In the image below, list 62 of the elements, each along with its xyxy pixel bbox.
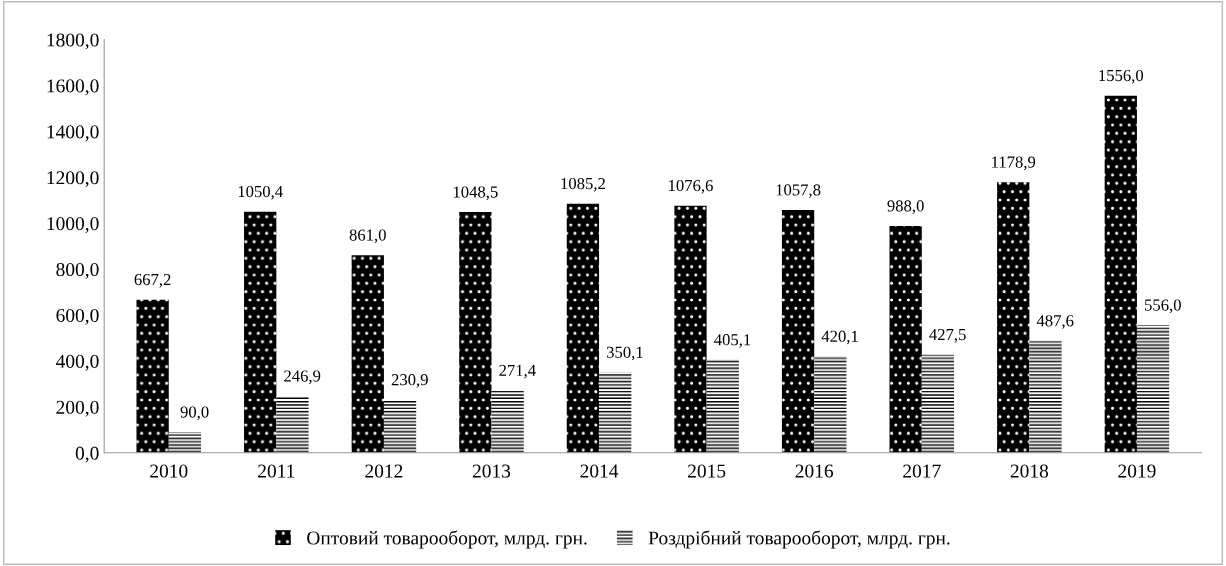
y-tick-label: 600,0 bbox=[56, 308, 99, 325]
data-label: 861,0 bbox=[349, 229, 386, 244]
data-label: 667,2 bbox=[134, 273, 171, 288]
data-label: 1085,2 bbox=[561, 177, 605, 192]
y-tick-label: 1400,0 bbox=[47, 125, 99, 142]
data-label: 1076,6 bbox=[669, 179, 713, 194]
bar bbox=[599, 372, 632, 453]
bar bbox=[1104, 95, 1137, 453]
data-label: 405,1 bbox=[714, 334, 751, 348]
bar bbox=[136, 299, 169, 453]
bar bbox=[674, 205, 707, 453]
x-tick-label: 2019 bbox=[1118, 464, 1156, 478]
bar bbox=[706, 359, 739, 453]
y-tick-label: 0,0 bbox=[75, 446, 99, 463]
y-tick-label: 200,0 bbox=[56, 400, 99, 417]
bar bbox=[1136, 325, 1170, 453]
data-label: 1556,0 bbox=[1099, 69, 1144, 84]
x-tick-label: 2013 bbox=[472, 464, 511, 478]
bar bbox=[383, 399, 417, 453]
x-tick-label: 2012 bbox=[365, 464, 403, 478]
data-label: 988,0 bbox=[887, 200, 924, 214]
y-tick-label: 400,0 bbox=[55, 354, 99, 371]
data-label: 427,5 bbox=[929, 328, 966, 343]
data-label: 487,6 bbox=[1036, 315, 1074, 329]
y-tick-label: 1800,0 bbox=[47, 33, 99, 50]
bar bbox=[459, 212, 492, 453]
x-tick-label: 2018 bbox=[1010, 464, 1049, 478]
data-label: 230,9 bbox=[391, 374, 428, 388]
x-tick-label: 2010 bbox=[150, 464, 188, 478]
bar bbox=[889, 226, 922, 453]
y-tick-label: 1000,0 bbox=[47, 217, 99, 233]
data-label: 1057,8 bbox=[776, 184, 821, 198]
y-tick-label: 1600,0 bbox=[47, 79, 99, 96]
bar bbox=[997, 182, 1030, 453]
bar bbox=[781, 209, 815, 453]
x-tick-label: 2014 bbox=[580, 464, 619, 478]
data-label: 271,4 bbox=[499, 364, 536, 379]
y-tick-label: 1200,0 bbox=[47, 171, 99, 188]
bar bbox=[244, 211, 277, 453]
legend-label: Роздрібний товарооборот, млрд. грн. bbox=[648, 530, 950, 549]
bar bbox=[814, 356, 847, 453]
data-label: 556,0 bbox=[1145, 299, 1181, 314]
bar bbox=[921, 354, 955, 453]
x-tick-label: 2015 bbox=[688, 464, 726, 478]
bar bbox=[351, 255, 384, 453]
bar bbox=[491, 390, 524, 453]
data-label: 246,9 bbox=[284, 370, 321, 385]
x-tick-label: 2017 bbox=[903, 464, 941, 478]
bar bbox=[168, 432, 202, 453]
bar bbox=[276, 396, 309, 453]
data-label: 420,1 bbox=[821, 330, 858, 345]
x-tick-label: 2016 bbox=[795, 464, 834, 478]
x-tick-label: 2011 bbox=[258, 464, 295, 478]
y-tick-label: 800,0 bbox=[56, 262, 99, 279]
bar bbox=[566, 203, 600, 453]
data-label: 1048,5 bbox=[453, 186, 498, 201]
bar bbox=[1029, 340, 1062, 453]
data-label: 1178,9 bbox=[992, 156, 1036, 171]
data-label: 1050,4 bbox=[238, 185, 283, 200]
data-label: 90,0 bbox=[180, 406, 209, 421]
legend-label: Оптовий товарооборот, млрд. грн. bbox=[307, 530, 587, 549]
data-label: 350,1 bbox=[606, 346, 643, 361]
